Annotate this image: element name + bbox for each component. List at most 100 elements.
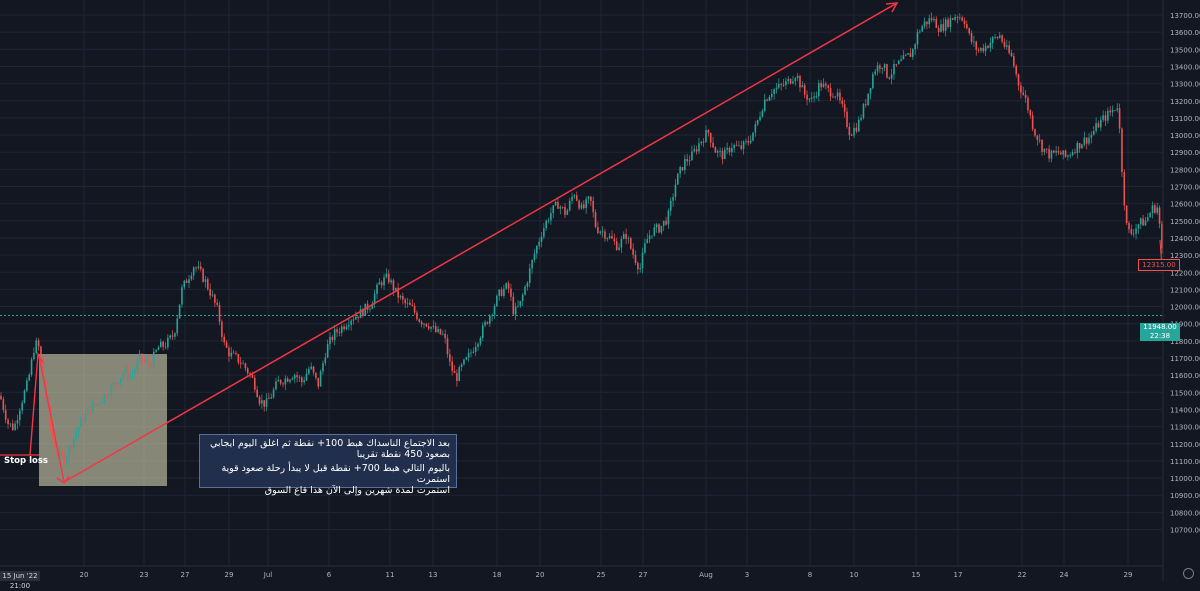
candle-body	[528, 268, 531, 283]
candle-body	[282, 383, 284, 385]
y-tick-label: 12900.00	[1170, 149, 1200, 157]
candle-body	[536, 246, 538, 254]
candle-body	[103, 393, 106, 402]
candle-body	[489, 315, 491, 324]
candle-body	[113, 382, 115, 385]
y-tick-label: 13300.00	[1170, 81, 1200, 89]
candle-body	[371, 303, 374, 309]
candle-body	[188, 279, 190, 283]
candle-body	[843, 104, 846, 112]
candle-body	[1006, 45, 1008, 47]
candle-body	[914, 44, 916, 50]
x-tick-label: 20	[536, 571, 545, 579]
candle-body	[818, 83, 820, 97]
candle-body	[101, 401, 103, 404]
candle-body	[841, 100, 844, 105]
candle-body	[998, 35, 1001, 38]
candle-body	[698, 143, 700, 152]
candle-body	[230, 352, 233, 357]
y-tick-label: 13500.00	[1170, 46, 1200, 54]
settings-icon[interactable]	[1183, 568, 1194, 579]
candle-body	[1001, 35, 1003, 42]
candle-body	[4, 409, 7, 420]
x-tick-label: 22	[1018, 571, 1027, 579]
candle-body	[258, 397, 261, 404]
candle-body	[486, 322, 489, 324]
candle-body	[378, 282, 381, 285]
candle-body	[134, 369, 136, 375]
candle-body	[84, 413, 87, 423]
candle-body	[1092, 131, 1095, 135]
candle-body	[789, 78, 792, 84]
candle-body	[127, 368, 129, 378]
candle-body	[228, 347, 230, 357]
candle-body	[91, 403, 94, 414]
x-tick-label: 20	[80, 571, 89, 579]
y-tick-label: 13100.00	[1170, 115, 1200, 123]
candle-body	[225, 342, 228, 348]
candle-body	[973, 41, 975, 43]
candle-body	[874, 71, 876, 75]
y-tick-label: 12600.00	[1170, 201, 1200, 209]
candle-body	[585, 199, 587, 209]
candle-body	[912, 49, 914, 57]
candle-body	[956, 17, 959, 18]
candle-body	[930, 18, 933, 21]
candle-body	[275, 381, 277, 390]
y-tick-label: 11500.00	[1170, 389, 1200, 397]
candle-body	[1132, 233, 1135, 235]
candle-body	[141, 353, 143, 360]
candle-body	[857, 119, 860, 132]
candle-body	[355, 316, 357, 320]
candle-body	[199, 266, 202, 269]
candle-body	[533, 253, 536, 261]
candle-body	[578, 200, 580, 209]
candle-body	[439, 328, 442, 335]
candle-body	[655, 224, 658, 228]
candle-body	[695, 149, 698, 152]
candle-body	[155, 349, 157, 352]
candle-body	[322, 363, 324, 372]
trend-arrow	[63, 2, 898, 483]
candle-body	[949, 18, 952, 27]
candle-body	[677, 173, 679, 185]
candle-body	[40, 346, 42, 356]
candle-body	[559, 206, 562, 209]
candle-body	[383, 277, 385, 286]
candle-body	[477, 343, 479, 347]
candle-body	[646, 239, 649, 244]
candle-body	[338, 332, 341, 334]
analysis-note[interactable]: بعد الاجتماع الناسداك هبط 100+ نقطة ثم ا…	[199, 434, 457, 496]
candle-body	[181, 287, 183, 305]
candle-body	[129, 374, 132, 378]
candle-body	[484, 322, 486, 326]
candle-body	[432, 325, 435, 327]
x-tick-label: 15	[912, 571, 921, 579]
candle-body	[747, 140, 750, 143]
x-tick-label: 23	[140, 571, 149, 579]
y-tick-label: 13000.00	[1170, 132, 1200, 140]
x-tick-label: Aug	[699, 571, 713, 579]
candle-body	[131, 374, 134, 376]
candle-body	[561, 206, 564, 208]
candle-body	[500, 289, 503, 296]
candle-body	[1078, 142, 1081, 149]
candle-body	[893, 64, 895, 75]
candle-body	[625, 233, 627, 239]
candle-body	[780, 84, 782, 85]
candle-body	[606, 238, 609, 240]
candle-body	[862, 104, 865, 118]
candle-body	[331, 336, 334, 340]
candle-body	[526, 282, 529, 287]
candle-body	[9, 423, 12, 425]
candle-body	[1022, 92, 1025, 95]
candle-body	[994, 36, 996, 38]
candle-body	[684, 158, 686, 171]
candle-body	[653, 227, 656, 236]
grid-lines	[0, 0, 1162, 566]
candle-body	[507, 283, 510, 289]
candle-body	[63, 455, 66, 464]
candle-body	[740, 145, 743, 149]
